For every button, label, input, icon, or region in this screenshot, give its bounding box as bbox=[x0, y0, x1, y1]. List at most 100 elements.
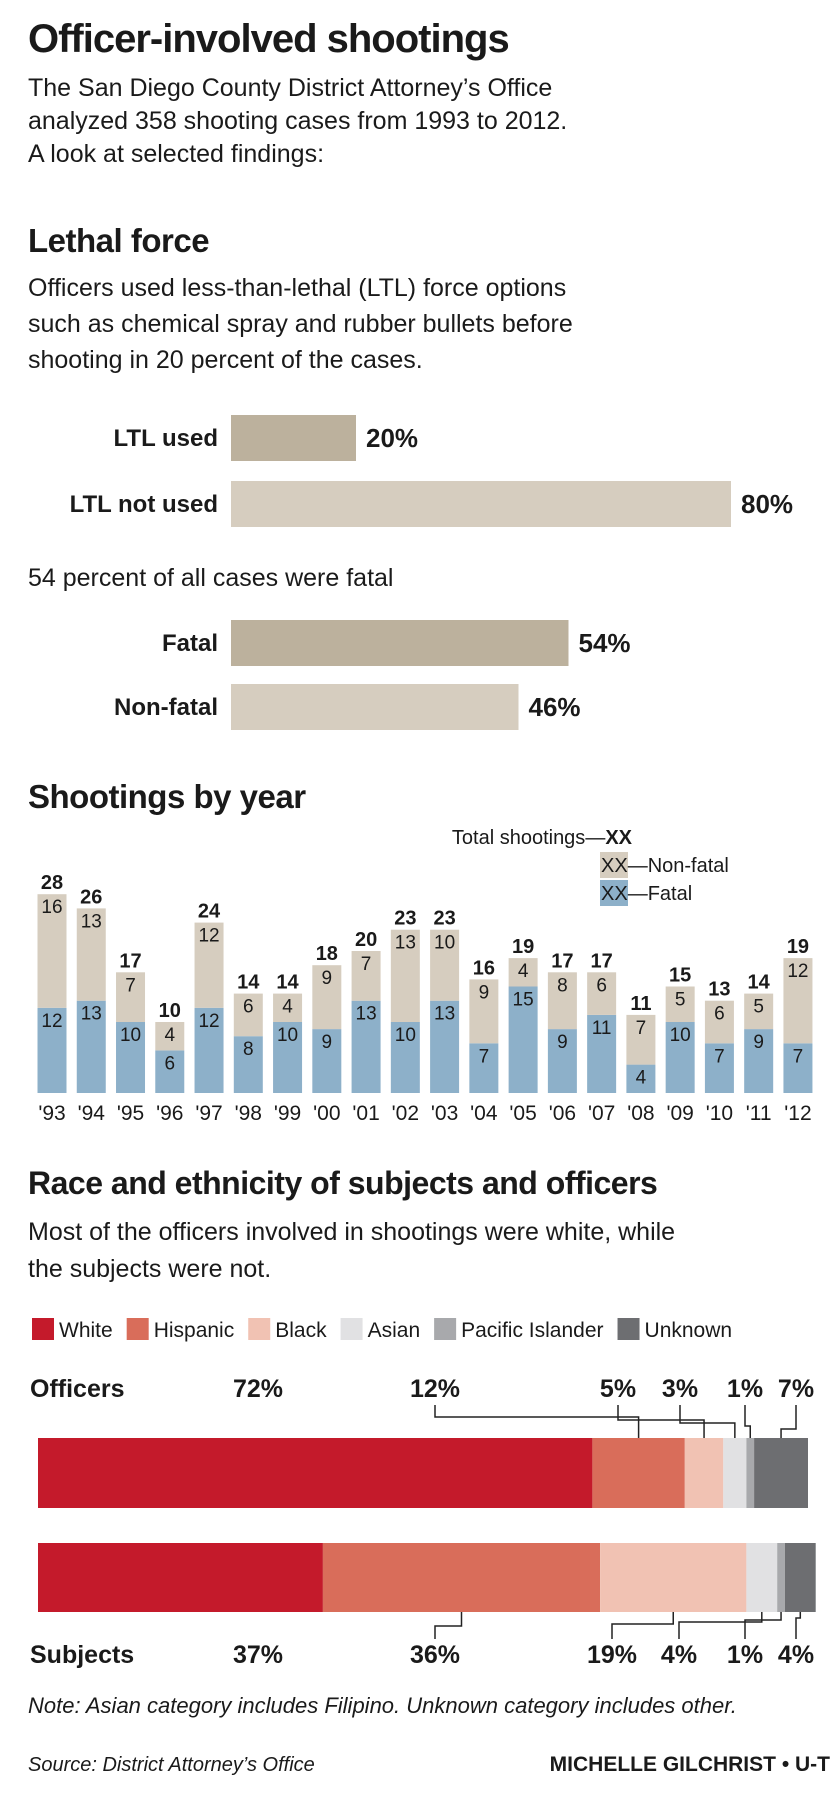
segment-label: 9 bbox=[322, 1032, 333, 1053]
x-tick-label: '03 bbox=[431, 1102, 458, 1125]
legend-label: Black bbox=[275, 1319, 327, 1342]
subtitle-line: analyzed 358 shooting cases from 1993 to… bbox=[28, 107, 567, 135]
total-label: 10 bbox=[159, 1000, 181, 1022]
legend-swatch bbox=[600, 880, 628, 906]
bar-segment bbox=[684, 1438, 724, 1508]
bar-segment bbox=[430, 929, 460, 1001]
segment-label: 9 bbox=[753, 1032, 764, 1053]
segment-label: 4 bbox=[518, 961, 529, 982]
bar-segment bbox=[783, 958, 813, 1044]
legend-separator: — bbox=[628, 883, 648, 905]
bar-segment bbox=[704, 1000, 734, 1044]
legend-placeholder: XX bbox=[601, 883, 628, 905]
value-label: 4% bbox=[778, 1641, 814, 1669]
x-tick-label: '98 bbox=[235, 1102, 262, 1125]
segment-label: 6 bbox=[714, 1004, 725, 1025]
legend-entry: XX—Non-fatal bbox=[601, 855, 729, 877]
bar-segment bbox=[116, 1022, 146, 1093]
x-tick-label: '12 bbox=[784, 1102, 811, 1125]
leader-line bbox=[780, 1405, 797, 1438]
segment-label: 6 bbox=[596, 975, 607, 996]
segment-label: 4 bbox=[164, 1025, 175, 1046]
value-label: 12% bbox=[410, 1375, 460, 1403]
x-tick-label: '08 bbox=[627, 1102, 654, 1125]
leader-line bbox=[744, 1405, 751, 1438]
legend-swatch bbox=[434, 1318, 457, 1340]
bar-segment bbox=[312, 965, 342, 1030]
value-label: 1% bbox=[727, 1375, 763, 1403]
segment-label: 7 bbox=[479, 1046, 490, 1067]
value-label: 1% bbox=[727, 1641, 763, 1669]
legend-swatch bbox=[600, 852, 628, 878]
bar-segment bbox=[626, 1014, 656, 1065]
category-label: Officers bbox=[30, 1375, 124, 1403]
segment-label: 7 bbox=[793, 1046, 804, 1067]
bar-segment bbox=[665, 986, 695, 1022]
x-tick-label: '07 bbox=[588, 1102, 615, 1125]
bar-segment bbox=[273, 993, 303, 1022]
credit: MICHELLE GILCHRIST • U-T bbox=[550, 1753, 831, 1776]
total-label: 19 bbox=[512, 936, 534, 958]
chart-subtitle: 54 percent of all cases were fatal bbox=[28, 564, 393, 592]
bar-segment bbox=[322, 1543, 601, 1612]
value-label: 4% bbox=[661, 1641, 697, 1669]
bar bbox=[231, 481, 731, 527]
bar-segment bbox=[273, 1022, 303, 1093]
bar-segment bbox=[587, 972, 617, 1015]
legend-label: Asian bbox=[368, 1319, 421, 1342]
segment-label: 10 bbox=[434, 933, 455, 954]
bar-segment bbox=[783, 1043, 813, 1093]
bar-segment bbox=[38, 1543, 323, 1612]
segment-label: 12 bbox=[198, 926, 219, 947]
total-label: 17 bbox=[119, 950, 141, 972]
x-tick-label: '93 bbox=[38, 1102, 65, 1125]
bar-segment bbox=[508, 986, 538, 1093]
segment-label: 10 bbox=[395, 1025, 416, 1046]
bar-segment bbox=[116, 972, 146, 1022]
total-label: 23 bbox=[394, 908, 416, 930]
bar bbox=[231, 620, 569, 666]
legend-label: Hispanic bbox=[154, 1319, 235, 1342]
x-tick-label: '95 bbox=[117, 1102, 144, 1125]
legend-label: White bbox=[59, 1319, 113, 1342]
bar-segment bbox=[351, 1000, 381, 1093]
bar-segment bbox=[37, 1007, 67, 1093]
bar-segment bbox=[469, 979, 499, 1044]
bar-segment bbox=[587, 1014, 617, 1093]
bar-segment bbox=[37, 894, 67, 1008]
legend-label: Unknown bbox=[645, 1319, 733, 1342]
bar-segment bbox=[746, 1438, 755, 1508]
total-label: 14 bbox=[237, 972, 260, 994]
segment-label: 6 bbox=[243, 997, 254, 1018]
legend-swatch bbox=[126, 1318, 149, 1340]
value-label: 54% bbox=[579, 628, 631, 658]
leader-line bbox=[617, 1405, 705, 1438]
segment-label: 15 bbox=[513, 990, 534, 1011]
total-label: 23 bbox=[433, 908, 455, 930]
bar-segment bbox=[351, 951, 381, 1001]
legend-separator: — bbox=[628, 855, 648, 877]
bar-segment bbox=[600, 1543, 747, 1612]
value-label: 5% bbox=[600, 1375, 636, 1403]
segment-label: 10 bbox=[670, 1025, 691, 1046]
value-label: 20% bbox=[366, 423, 418, 453]
total-label: 11 bbox=[630, 993, 651, 1015]
total-label: 20 bbox=[355, 929, 377, 951]
bar-segment bbox=[547, 1029, 577, 1093]
x-tick-label: '10 bbox=[706, 1102, 733, 1125]
category-label: LTL used bbox=[114, 425, 218, 452]
note: Note: Asian category includes Filipino. … bbox=[28, 1693, 737, 1718]
bar-segment bbox=[777, 1543, 785, 1612]
x-tick-label: '97 bbox=[195, 1102, 222, 1125]
bar-segment bbox=[754, 1438, 808, 1508]
bar-segment bbox=[76, 908, 106, 1001]
x-tick-label: '00 bbox=[313, 1102, 340, 1125]
description-line: Most of the officers involved in shootin… bbox=[28, 1218, 675, 1246]
total-label: 16 bbox=[473, 957, 495, 979]
bar-segment bbox=[704, 1043, 734, 1093]
total-label: 19 bbox=[787, 936, 809, 958]
bar-segment bbox=[592, 1438, 685, 1508]
segment-label: 9 bbox=[557, 1032, 568, 1053]
legend-total: Total shootings—XX bbox=[452, 827, 633, 849]
legend-swatch bbox=[617, 1318, 640, 1340]
